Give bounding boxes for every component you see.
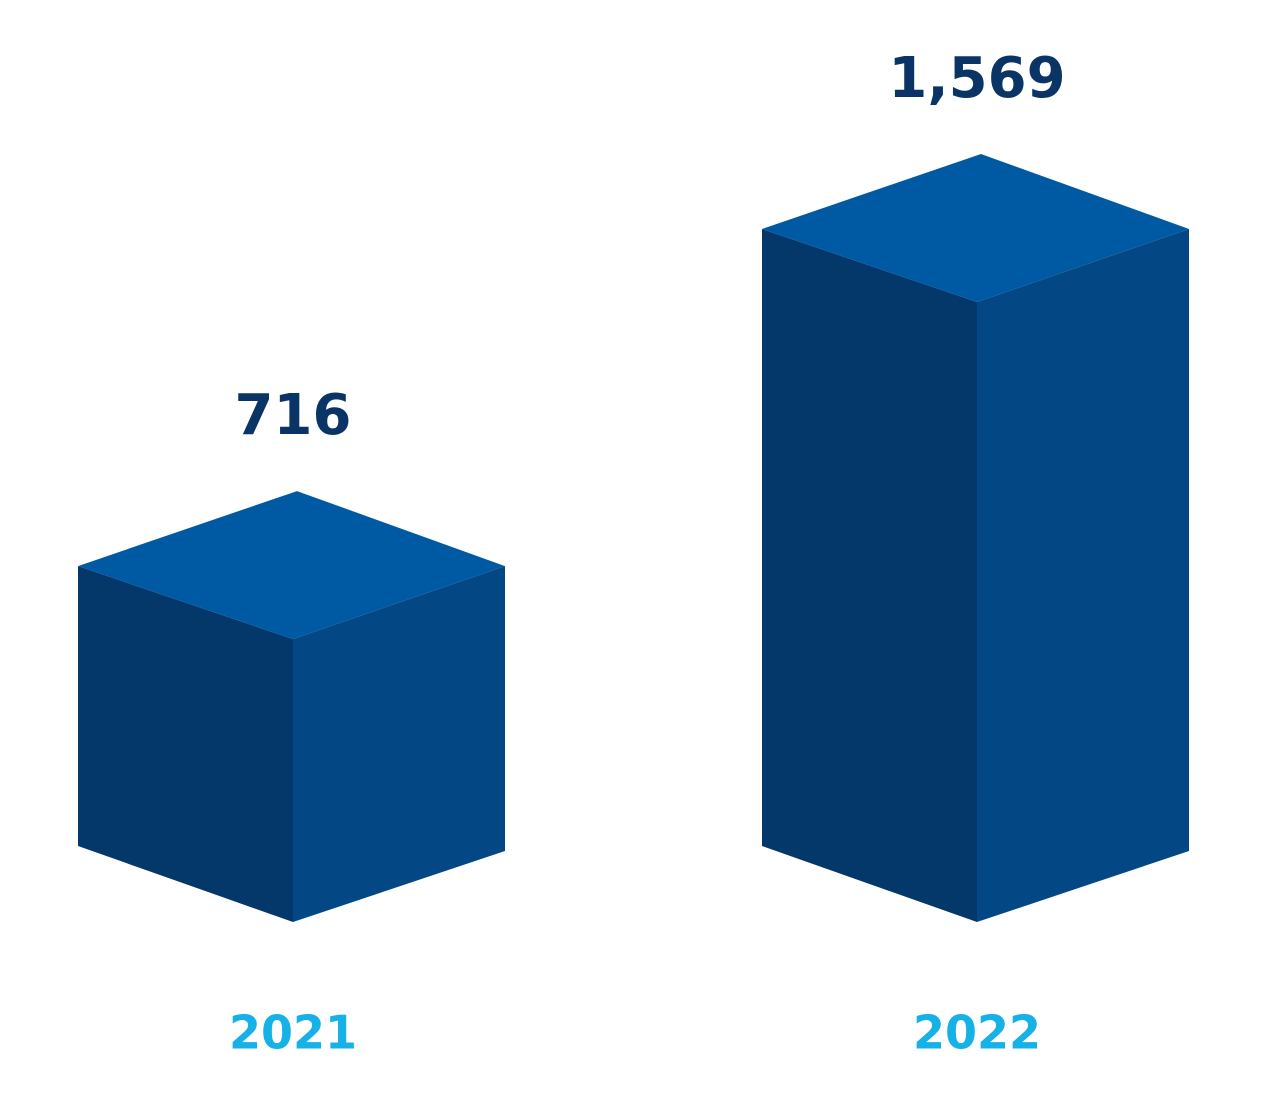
bar-top-face — [78, 491, 505, 640]
value-label: 1,569 — [888, 46, 1065, 111]
category-label: 2022 — [913, 1006, 1041, 1060]
bar — [762, 154, 1189, 922]
bar-right-face — [293, 566, 505, 922]
bar-left-face — [762, 229, 977, 922]
bar-right-face — [977, 229, 1189, 922]
bar-top-face — [762, 154, 1189, 302]
bar-left-face — [78, 566, 293, 922]
value-label: 716 — [235, 383, 352, 448]
bar — [78, 491, 505, 922]
category-label: 2021 — [229, 1006, 357, 1060]
